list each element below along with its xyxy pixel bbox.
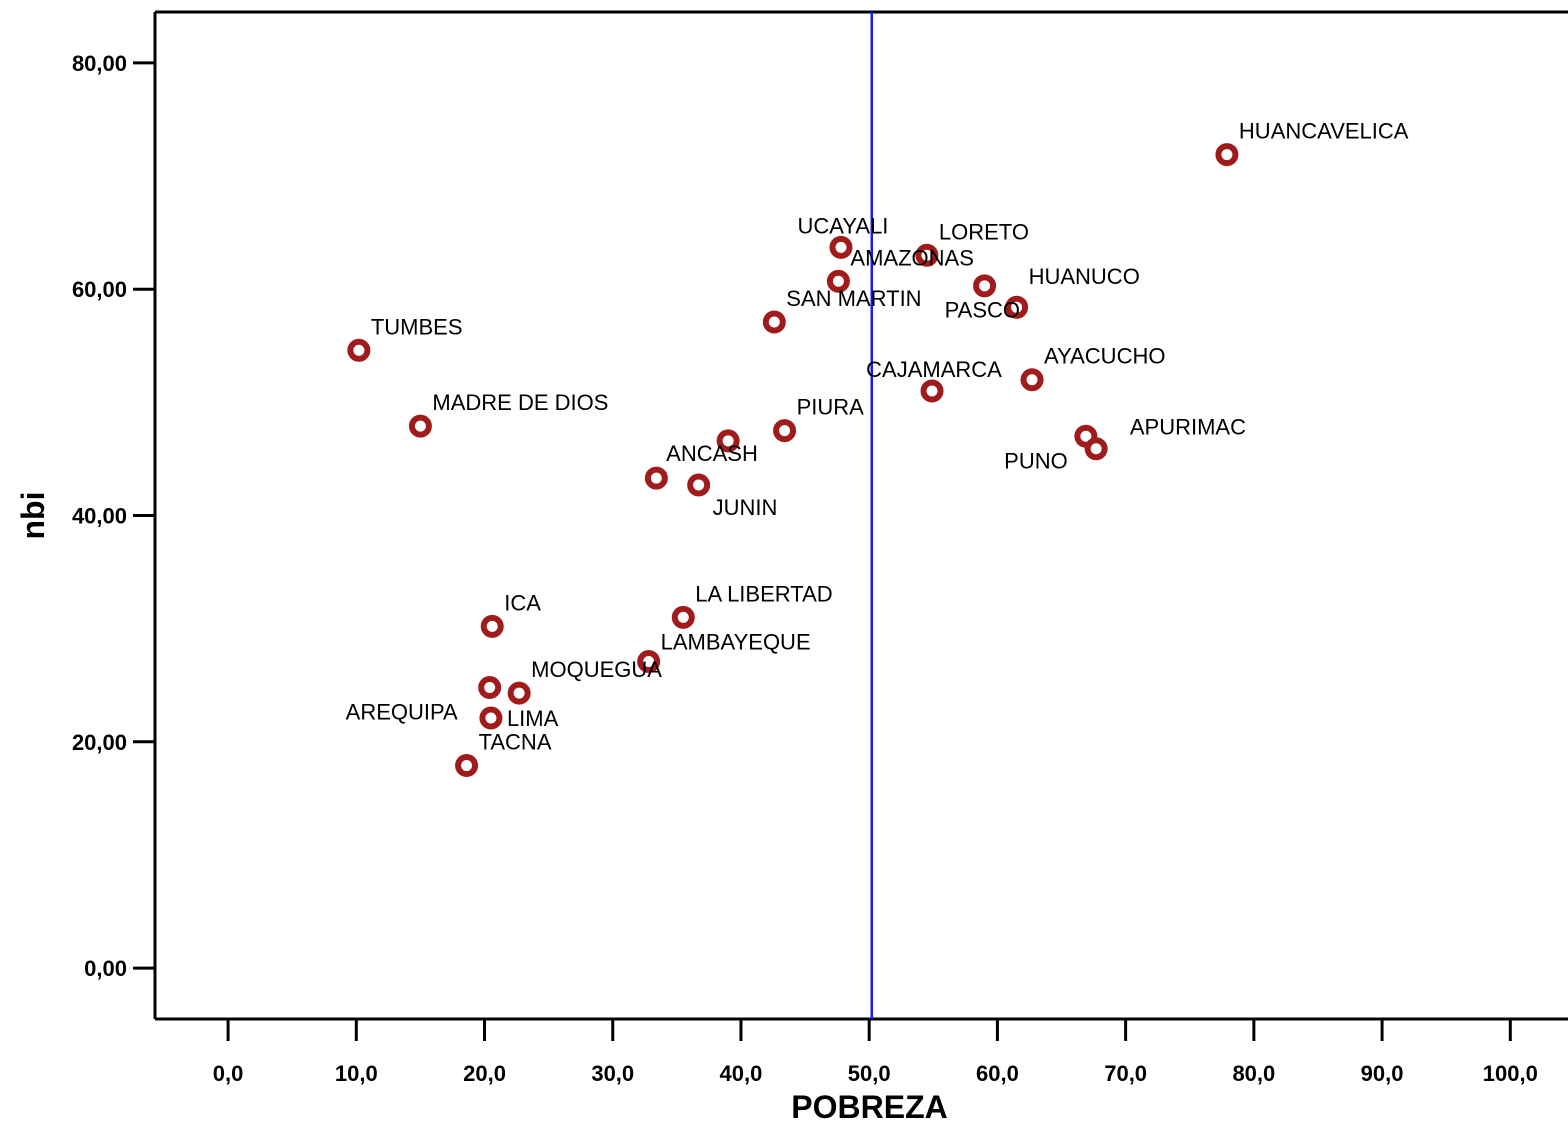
point-label: AYACUCHO [1044,344,1165,369]
point-label: AMAZONAS [850,245,973,270]
x-tick-label: 30,0 [591,1061,634,1086]
point-label: AREQUIPA [346,699,458,724]
data-point [478,675,502,699]
x-tick-label: 60,0 [976,1061,1019,1086]
point-label: JUNIN [713,495,778,520]
y-axis-title: nbi [15,492,51,540]
data-point [1215,143,1239,167]
x-tick-label: 20,0 [463,1061,506,1086]
data-point [671,605,695,629]
point-label: LORETO [939,219,1029,244]
point-label: LAMBAYEQUE [661,629,811,654]
data-point [479,706,503,730]
data-point [826,269,850,293]
x-axis-title: POBREZA [791,1089,947,1121]
point-label: LIMA [507,706,559,731]
data-point [915,243,939,267]
data-points [347,143,1239,778]
data-point [507,681,531,705]
data-point [973,274,997,298]
x-tick-label: 40,0 [720,1061,763,1086]
x-tick-label: 90,0 [1361,1061,1404,1086]
x-tick-label: 70,0 [1104,1061,1147,1086]
data-point [687,473,711,497]
data-point [762,310,786,334]
data-point [1005,295,1029,319]
data-point [920,379,944,403]
point-label: PIURA [797,395,865,420]
x-tick-label: 80,0 [1232,1061,1275,1086]
point-label: MADRE DE DIOS [432,390,608,415]
x-tick-label: 100,0 [1483,1061,1538,1086]
point-label: MOQUEGUA [531,657,662,682]
data-point [773,419,797,443]
point-label: HUANUCO [1029,264,1140,289]
point-label: UCAYALI [798,213,889,238]
y-tick-label: 20,00 [72,730,127,755]
point-label: LA LIBERTAD [695,581,832,606]
x-tick-label: 10,0 [335,1061,378,1086]
x-tick-label: 0,0 [213,1061,244,1086]
data-point [644,466,668,490]
point-label: APURIMAC [1130,414,1246,439]
point-label: PUNO [1004,449,1068,474]
data-point [1084,437,1108,461]
point-label: HUANCAVELICA [1239,119,1409,144]
y-tick-label: 60,00 [72,277,127,302]
data-point [408,414,432,438]
data-point [637,649,661,673]
data-point [1020,368,1044,392]
data-point [480,614,504,638]
point-label: ANCASH [666,441,758,466]
y-tick-label: 0,00 [84,956,127,981]
point-label: SAN MARTIN [786,286,921,311]
data-point [455,754,479,778]
x-tick-label: 50,0 [848,1061,891,1086]
data-point [347,338,371,362]
point-label: PASCO [945,297,1020,322]
point-label: TUMBES [371,314,463,339]
data-point [716,429,740,453]
axes: 0,00 20,00 40,00 60,00 80,00 0,0 10,0 20,0 30,0 4… [72,10,1568,1086]
point-label: CAJAMARCA [866,357,1002,382]
data-point [829,235,853,259]
point-label: TACNA [479,730,552,755]
y-tick-label: 40,00 [72,504,127,529]
y-tick-label: 80,00 [72,51,127,76]
point-label: ICA [504,590,541,615]
